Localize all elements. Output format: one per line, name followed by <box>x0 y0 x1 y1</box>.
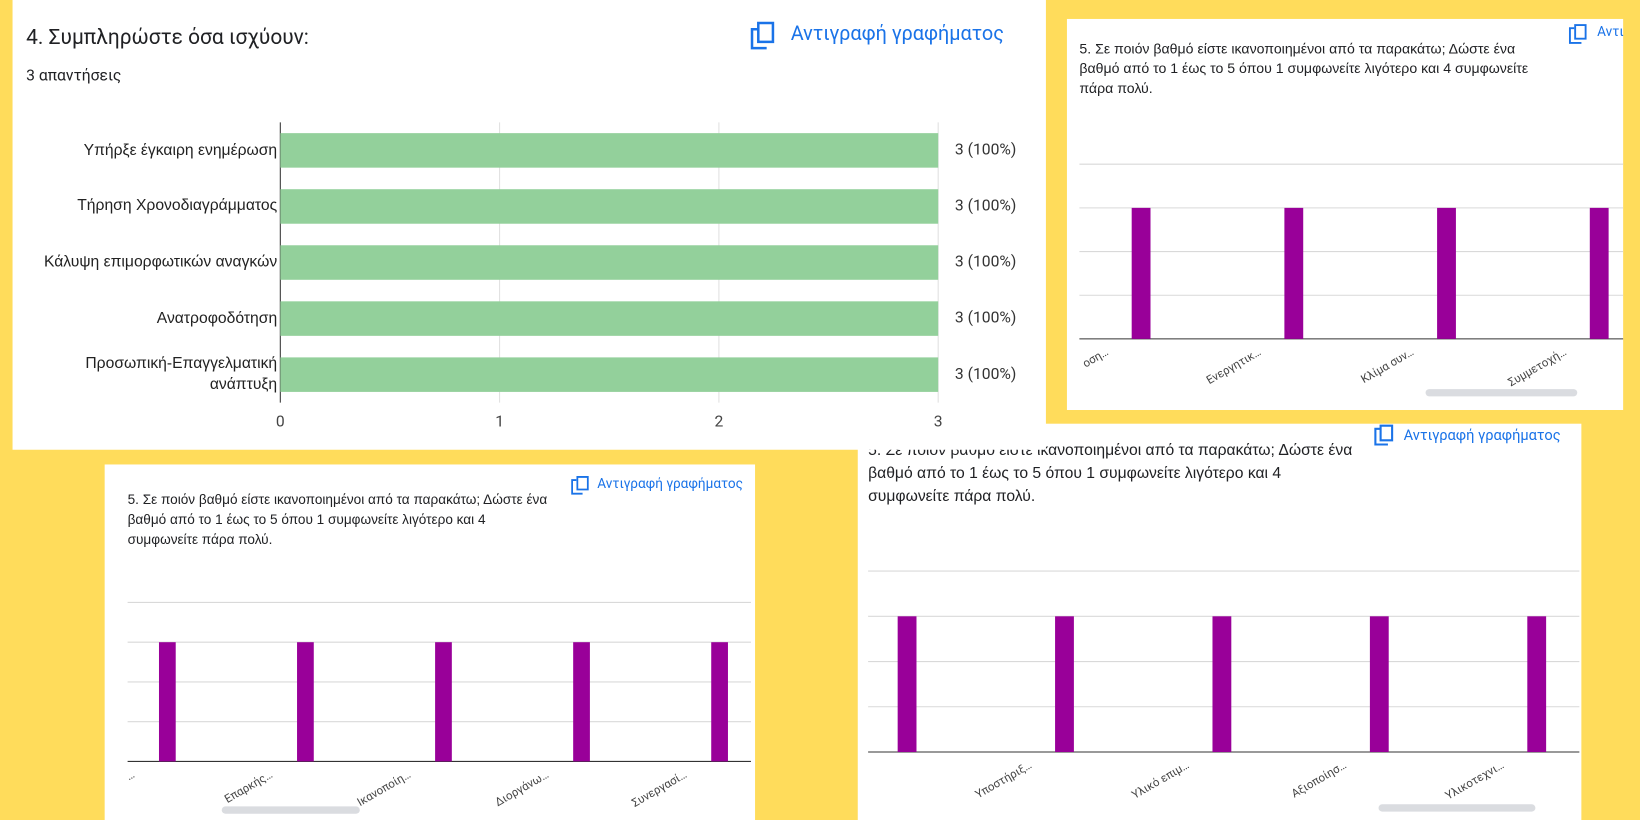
chart-title: 5. Σε ποιόν βαθμό είστε ικανοποιημένοι α… <box>1079 40 1529 97</box>
copy-label[interactable]: Αντιγραφή γραφήματος <box>597 476 743 492</box>
copy-button[interactable]: Αντιγραφή γραφήματος <box>1374 424 1561 446</box>
bar <box>1369 616 1389 753</box>
scrollbar <box>221 806 360 814</box>
chart-title: 5. Σε ποιόν βαθμό είστε ικανοποιημένοι α… <box>127 491 548 548</box>
bar <box>1212 616 1232 753</box>
x-tick-label: 0 <box>276 412 285 431</box>
bar <box>711 642 728 762</box>
panel: 5. Σε ποιόν βαθμό είστε ικανοποιημένοι α… <box>104 464 756 820</box>
scrollbar <box>1378 804 1536 812</box>
bar <box>1284 207 1304 339</box>
copy-label[interactable]: Αντιγραφή γραφήματος <box>791 22 1004 45</box>
value-label: 3 (100%) <box>955 308 1016 327</box>
bar <box>158 642 176 762</box>
title-box: 5. Σε ποιόν βαθμό είστε ικανοποιημένοι α… <box>868 441 1352 505</box>
chart-subtitle: 3 απαντήσεις <box>26 65 121 84</box>
value-label: 3 (100%) <box>955 196 1016 215</box>
category-box: Κάλυψη επιμορφωτικών αναγκών <box>43 253 278 271</box>
y-tick-label: Προσωπική-Επαγγελματική ανάπτυξη <box>85 354 278 394</box>
copy-icon <box>571 476 589 495</box>
category-box: Τήρηση Χρονοδιαγράμματος <box>77 197 278 215</box>
copy-icon <box>1374 424 1394 446</box>
copy-button[interactable]: Αντιγραφή γραφήματος <box>571 476 743 495</box>
copy-button[interactable]: Αντιγραφή γραφήματος <box>750 21 1004 50</box>
copy-label[interactable]: Αντιγραφή γραφήματος <box>1404 426 1561 444</box>
panel: 5. Σε ποιόν βαθμό είστε ικανοποιημένοι α… <box>1066 18 1640 410</box>
bar <box>573 642 590 762</box>
category-box: Ανατροφοδότηση <box>156 309 278 327</box>
panel: 4. Συμπληρώστε όσα ισχύουν: 3 απαντήσεις… <box>12 0 1046 450</box>
bar <box>280 133 939 168</box>
x-tick-label: 2 <box>714 412 723 431</box>
x-tick-label: 3 <box>934 412 943 431</box>
category-box: Προσωπική-Επαγγελματική ανάπτυξη <box>85 354 278 394</box>
bar <box>1131 207 1151 339</box>
title-box: 5. Σε ποιόν βαθμό είστε ικανοποιημένοι α… <box>127 491 548 548</box>
bar <box>1527 616 1547 753</box>
copy-label[interactable]: Αντιγραφή γραφήματος <box>1597 24 1640 40</box>
panel: 5. Σε ποιόν βαθμό είστε ικανοποιημένοι α… <box>857 423 1582 820</box>
panel-bg <box>1066 18 1624 410</box>
value-label: 3 (100%) <box>955 140 1016 159</box>
title-box: 5. Σε ποιόν βαθμό είστε ικανοποιημένοι α… <box>1079 40 1529 97</box>
copy-icon <box>1568 24 1587 44</box>
bar <box>280 357 939 392</box>
copy-icon <box>750 21 775 50</box>
bar <box>435 642 452 762</box>
bar <box>280 301 939 336</box>
scrollbar <box>1425 389 1578 397</box>
bar <box>897 616 917 753</box>
bar <box>1589 207 1609 339</box>
bar <box>280 245 939 280</box>
y-tick-label: Κάλυψη επιμορφωτικών αναγκών <box>43 253 278 271</box>
bar <box>1437 207 1456 339</box>
chart-title: 4. Συμπληρώστε όσα ισχύουν: <box>26 26 309 50</box>
y-tick-label: Ανατροφοδότηση <box>156 309 278 327</box>
value-label: 3 (100%) <box>955 252 1016 271</box>
value-label: 3 (100%) <box>955 364 1016 383</box>
bar <box>1055 616 1074 753</box>
category-box: Υπήρξε έγκαιρη ενημέρωση <box>83 140 278 159</box>
bar <box>297 642 314 762</box>
copy-button[interactable]: Αντιγραφή γραφήματος <box>1568 24 1640 44</box>
x-tick-label: 1 <box>495 412 504 431</box>
y-tick-label: Υπήρξε έγκαιρη ενημέρωση <box>83 140 278 159</box>
y-tick-label: Τήρηση Χρονοδιαγράμματος <box>77 197 278 215</box>
bar <box>280 189 939 224</box>
